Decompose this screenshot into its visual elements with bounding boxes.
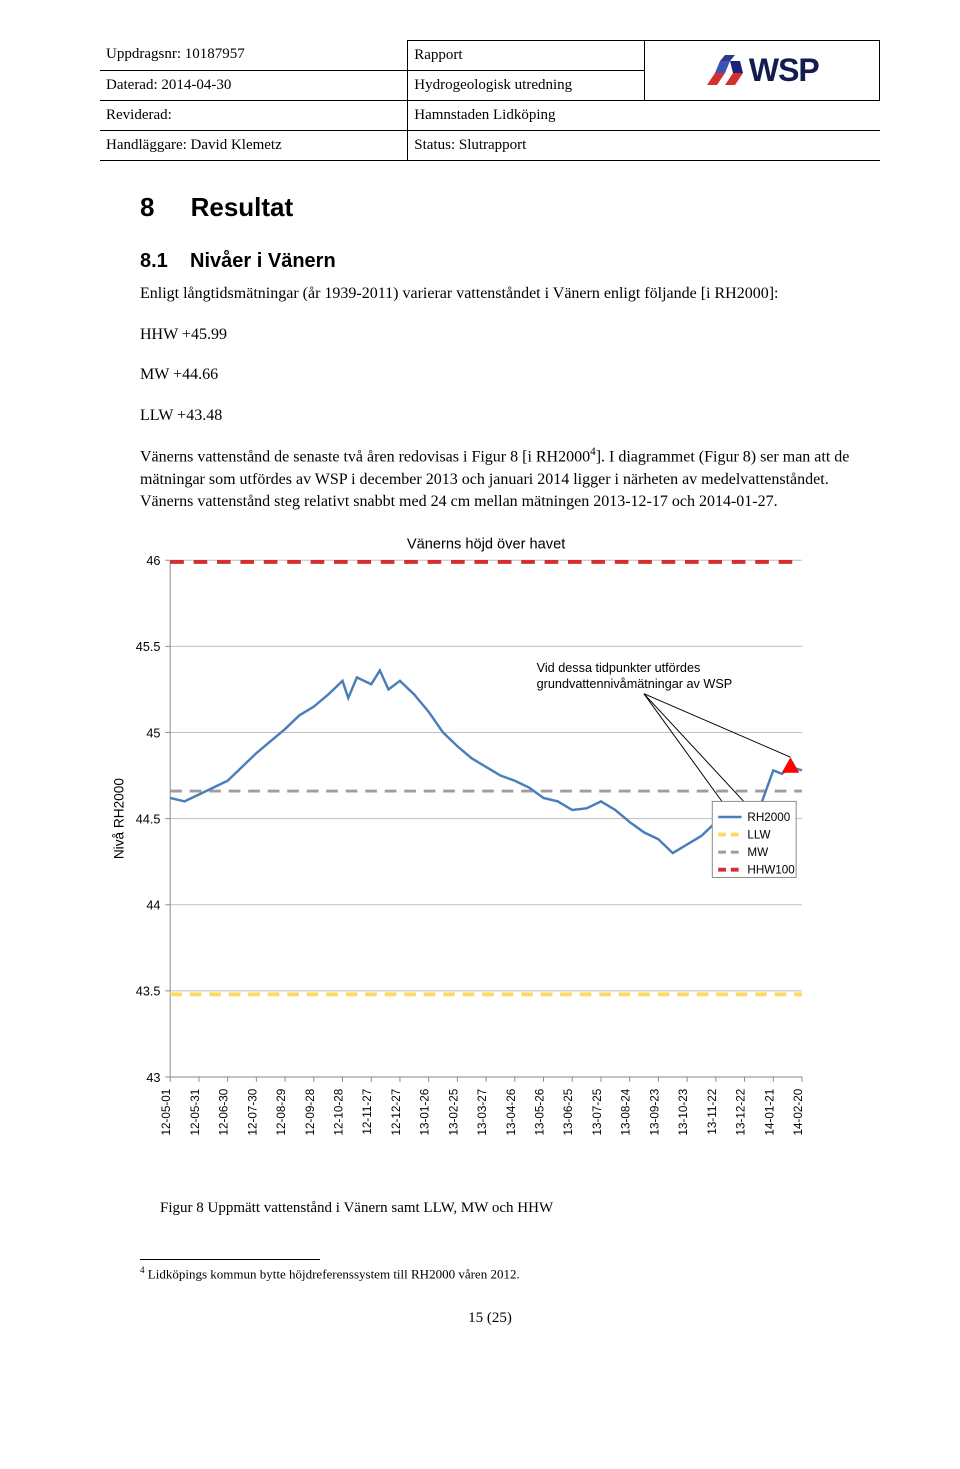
svg-text:13-09-23: 13-09-23 <box>648 1089 661 1136</box>
svg-text:43.5: 43.5 <box>136 985 161 999</box>
wsp-logo-text: WSP <box>749 48 819 93</box>
mw-line: MW +44.66 <box>140 364 870 386</box>
section-title-text: Resultat <box>191 192 294 222</box>
hamnstaden: Hamnstaden Lidköping <box>407 101 880 131</box>
svg-text:13-04-26: 13-04-26 <box>505 1089 518 1136</box>
body-content: Enligt långtidsmätningar (år 1939-2011) … <box>140 283 870 513</box>
figure-caption: Figur 8 Uppmätt vattenstånd i Vänern sam… <box>160 1198 880 1219</box>
svg-text:HHW100: HHW100 <box>747 864 795 877</box>
svg-text:12-11-27: 12-11-27 <box>361 1089 374 1135</box>
svg-text:Nivå RH2000: Nivå RH2000 <box>111 778 126 860</box>
svg-text:grundvattennivåmätningar av WS: grundvattennivåmätningar av WSP <box>537 677 733 691</box>
svg-text:13-01-26: 13-01-26 <box>419 1089 432 1136</box>
section-number: 8 <box>140 192 154 222</box>
svg-text:Vänerns höjd över havet: Vänerns höjd över havet <box>407 537 565 553</box>
document-header: Uppdragsnr: 10187957 Rapport WSP Daterad… <box>100 40 880 161</box>
footnote: 4 Lidköpings kommun bytte höjdreferenssy… <box>140 1264 880 1284</box>
uppdragsnr: Uppdragsnr: 10187957 <box>100 40 407 71</box>
svg-text:12-08-29: 12-08-29 <box>275 1089 288 1136</box>
page-number: 15 (25) <box>100 1308 880 1329</box>
svg-text:13-02-25: 13-02-25 <box>447 1089 460 1136</box>
svg-text:12-05-31: 12-05-31 <box>189 1089 202 1136</box>
vanern-chart: Vänerns höjd över havet 43 43.5 44 44.5 45 45.… <box>100 531 880 1194</box>
svg-text:12-12-27: 12-12-27 <box>390 1089 403 1136</box>
svg-text:12-07-30: 12-07-30 <box>246 1089 259 1136</box>
hydrogeologisk: Hydrogeologisk utredning <box>407 71 643 101</box>
svg-text:LLW: LLW <box>747 829 770 842</box>
svg-text:13-07-25: 13-07-25 <box>591 1089 604 1136</box>
svg-text:44.5: 44.5 <box>136 813 161 827</box>
handlaggare: Handläggare: David Klemetz <box>100 131 407 161</box>
llw-line: LLW +43.48 <box>140 405 870 427</box>
svg-text:RH2000: RH2000 <box>747 811 790 824</box>
status: Status: Slutrapport <box>407 131 880 161</box>
svg-text:13-03-27: 13-03-27 <box>476 1089 489 1136</box>
svg-text:13-11-22: 13-11-22 <box>706 1089 719 1135</box>
hhw-line: HHW +45.99 <box>140 324 870 346</box>
svg-text:44: 44 <box>146 899 160 913</box>
wsp-logo-icon <box>705 53 745 87</box>
svg-text:MW: MW <box>747 846 768 859</box>
svg-text:43: 43 <box>146 1071 160 1085</box>
svg-text:14-01-21: 14-01-21 <box>763 1089 776 1136</box>
rapport-label: Rapport <box>407 40 643 71</box>
chart-figure: Vänerns höjd över havet 43 43.5 44 44.5 45 45.… <box>100 531 880 1194</box>
wsp-logo: WSP <box>705 48 819 93</box>
svg-text:13-10-23: 13-10-23 <box>677 1089 690 1136</box>
reviderad: Reviderad: <box>100 101 407 131</box>
svg-text:13-05-26: 13-05-26 <box>534 1089 547 1136</box>
svg-text:46: 46 <box>146 555 160 569</box>
svg-text:45: 45 <box>146 727 160 741</box>
svg-text:13-06-25: 13-06-25 <box>562 1089 575 1136</box>
svg-text:45.5: 45.5 <box>136 641 161 655</box>
svg-text:12-06-30: 12-06-30 <box>218 1089 231 1136</box>
svg-text:13-08-24: 13-08-24 <box>620 1089 633 1136</box>
subsection-heading: 8.1 Nivåer i Vänern <box>140 247 880 275</box>
svg-text:14-02-20: 14-02-20 <box>792 1089 805 1136</box>
subsection-title-text: Nivåer i Vänern <box>190 250 336 272</box>
svg-text:12-10-28: 12-10-28 <box>333 1089 346 1136</box>
intro-paragraph: Enligt långtidsmätningar (år 1939-2011) … <box>140 283 870 305</box>
section-heading: 8 Resultat <box>140 189 880 225</box>
svg-text:Vid dessa tidpunkter utfördes: Vid dessa tidpunkter utfördes <box>537 662 701 676</box>
svg-text:13-12-22: 13-12-22 <box>735 1089 748 1136</box>
subsection-number: 8.1 <box>140 250 168 272</box>
wsp-logo-cell: WSP <box>644 40 880 101</box>
main-paragraph: Vänerns vattenstånd de senaste två åren … <box>140 445 870 514</box>
footnote-separator <box>140 1259 320 1260</box>
svg-text:12-09-28: 12-09-28 <box>304 1089 317 1136</box>
svg-text:12-05-01: 12-05-01 <box>160 1089 173 1136</box>
daterad: Daterad: 2014-04-30 <box>100 71 407 101</box>
